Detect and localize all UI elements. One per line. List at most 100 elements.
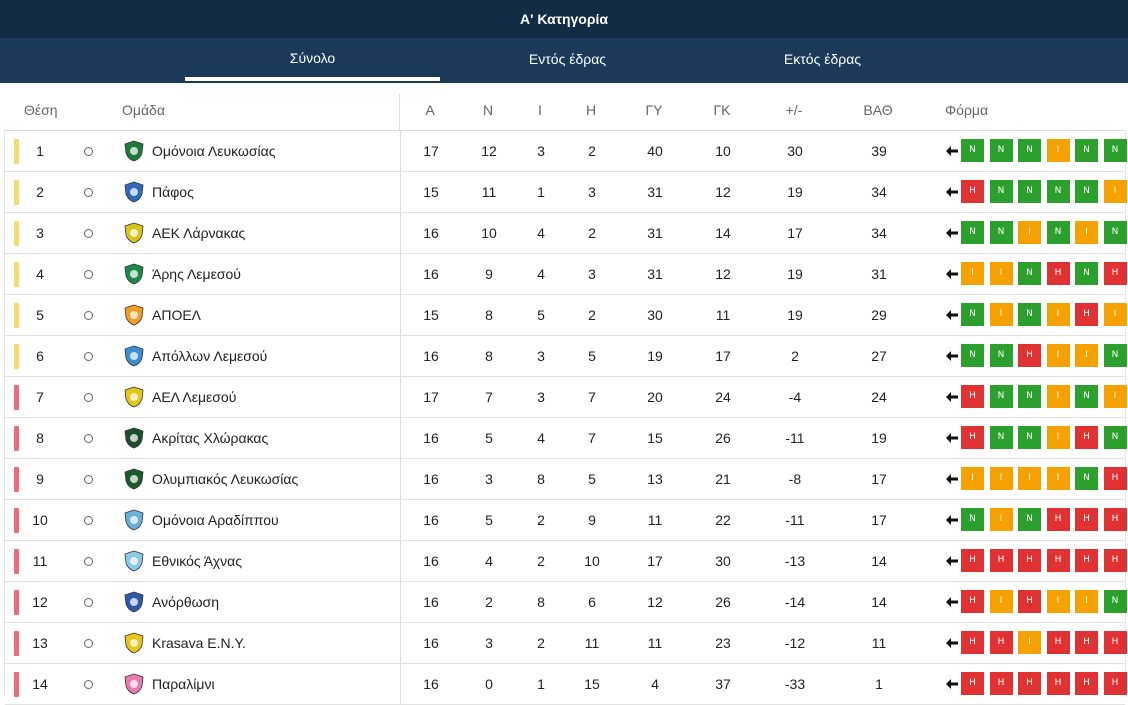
form-result-badge[interactable]: N: [1018, 303, 1041, 326]
form-result-badge[interactable]: H: [961, 549, 984, 572]
form-result-badge[interactable]: N: [1103, 590, 1127, 613]
form-result-badge[interactable]: N: [1103, 139, 1127, 162]
team-name-link[interactable]: Ακρίτας Χλώρακας: [152, 430, 269, 446]
table-row[interactable]: 11 Εθνικός Άχνας 16 4 2 10 17 30 -13 14 H H H H H H: [5, 541, 1127, 582]
form-result-badge[interactable]: H: [989, 631, 1013, 654]
form-result-badge[interactable]: H: [1075, 426, 1098, 449]
form-result-badge[interactable]: H: [1018, 590, 1041, 613]
table-row[interactable]: 5 ΑΠΟΕΛ 15 8 5 2 30 11 19 29 N I N I H I: [5, 295, 1127, 336]
form-result-badge[interactable]: N: [961, 221, 984, 244]
form-result-badge[interactable]: N: [1046, 180, 1070, 203]
form-result-badge[interactable]: N: [1075, 139, 1098, 162]
form-result-badge[interactable]: N: [1103, 221, 1127, 244]
form-result-badge[interactable]: H: [961, 631, 984, 654]
form-result-badge[interactable]: H: [989, 549, 1013, 572]
form-result-badge[interactable]: I: [961, 467, 984, 490]
form-result-badge[interactable]: N: [1018, 426, 1041, 449]
table-row[interactable]: 10 Ομόνοια Αραδίππου 16 5 2 9 11 22 -11 17 N I N H H H: [5, 500, 1127, 541]
form-result-badge[interactable]: N: [989, 139, 1013, 162]
form-result-badge[interactable]: H: [1075, 508, 1098, 531]
form-result-badge[interactable]: N: [989, 180, 1013, 203]
form-result-badge[interactable]: N: [989, 221, 1013, 244]
form-result-badge[interactable]: I: [1018, 221, 1041, 244]
form-result-badge[interactable]: H: [989, 672, 1013, 695]
form-result-badge[interactable]: I: [1046, 139, 1070, 162]
team-name-link[interactable]: Ολυμπιακός Λευκωσίας: [152, 471, 299, 487]
form-result-badge[interactable]: N: [1103, 426, 1127, 449]
form-result-badge[interactable]: H: [1046, 672, 1070, 695]
form-result-badge[interactable]: H: [1046, 549, 1070, 572]
form-result-badge[interactable]: H: [1103, 631, 1127, 654]
form-result-badge[interactable]: I: [1046, 467, 1070, 490]
team-name-link[interactable]: Άρης Λεμεσού: [152, 266, 241, 282]
form-result-badge[interactable]: H: [1075, 303, 1098, 326]
form-result-badge[interactable]: N: [1018, 180, 1041, 203]
team-name-link[interactable]: Απόλλων Λεμεσού: [152, 348, 268, 364]
form-result-badge[interactable]: N: [1075, 467, 1098, 490]
team-name-link[interactable]: Ομόνοια Λευκωσίας: [152, 143, 276, 159]
form-result-badge[interactable]: I: [989, 467, 1013, 490]
form-result-badge[interactable]: N: [1018, 139, 1041, 162]
form-result-badge[interactable]: I: [1046, 344, 1070, 367]
table-row[interactable]: 3 ΑΕΚ Λάρνακας 16 10 4 2 31 14 17 34 N N I N I N: [5, 213, 1127, 254]
team-name-link[interactable]: Krasava E.N.Y.: [152, 635, 246, 651]
form-result-badge[interactable]: I: [1046, 426, 1070, 449]
team-name-link[interactable]: Εθνικός Άχνας: [152, 553, 242, 569]
form-result-badge[interactable]: I: [989, 303, 1013, 326]
form-result-badge[interactable]: I: [1103, 180, 1127, 203]
form-result-badge[interactable]: N: [1075, 385, 1098, 408]
table-row[interactable]: 14 Παραλίμνι 16 0 1 15 4 37 -33 1 H H H H H H: [5, 664, 1127, 705]
team-name-link[interactable]: ΑΕΚ Λάρνακας: [152, 225, 246, 241]
form-result-badge[interactable]: I: [1075, 221, 1098, 244]
form-result-badge[interactable]: I: [1018, 467, 1041, 490]
form-result-badge[interactable]: N: [1075, 180, 1098, 203]
form-result-badge[interactable]: I: [1103, 385, 1127, 408]
form-result-badge[interactable]: H: [1103, 467, 1127, 490]
form-result-badge[interactable]: H: [1103, 672, 1127, 695]
form-result-badge[interactable]: N: [1018, 385, 1041, 408]
tab-home[interactable]: Εντός έδρας: [528, 51, 607, 67]
form-result-badge[interactable]: I: [1046, 303, 1070, 326]
form-result-badge[interactable]: N: [989, 426, 1013, 449]
form-result-badge[interactable]: N: [1075, 262, 1098, 285]
team-name-link[interactable]: ΑΠΟΕΛ: [152, 307, 202, 323]
form-result-badge[interactable]: H: [1046, 262, 1070, 285]
table-row[interactable]: 7 ΑΕΛ Λεμεσού 17 7 3 7 20 24 -4 24 H N N I N I: [5, 377, 1127, 418]
form-result-badge[interactable]: I: [989, 590, 1013, 613]
form-result-badge[interactable]: I: [1075, 344, 1098, 367]
form-result-badge[interactable]: H: [1046, 508, 1070, 531]
team-name-link[interactable]: Παραλίμνι: [152, 676, 215, 692]
form-result-badge[interactable]: H: [1103, 262, 1127, 285]
form-result-badge[interactable]: H: [1018, 549, 1041, 572]
form-result-badge[interactable]: I: [1103, 303, 1127, 326]
form-result-badge[interactable]: N: [989, 344, 1013, 367]
form-result-badge[interactable]: H: [1018, 672, 1041, 695]
team-name-link[interactable]: Ομόνοια Αραδίππου: [152, 512, 279, 528]
form-result-badge[interactable]: I: [989, 508, 1013, 531]
tab-away[interactable]: Εκτός έδρας: [783, 51, 862, 67]
form-result-badge[interactable]: I: [1075, 590, 1098, 613]
form-result-badge[interactable]: H: [1018, 344, 1041, 367]
form-result-badge[interactable]: H: [961, 426, 984, 449]
table-row[interactable]: 2 Πάφος 15 11 1 3 31 12 19 34 H N N N N I: [5, 172, 1127, 213]
form-result-badge[interactable]: H: [961, 180, 984, 203]
form-result-badge[interactable]: I: [1046, 590, 1070, 613]
team-name-link[interactable]: Πάφος: [152, 184, 194, 200]
form-result-badge[interactable]: N: [1103, 344, 1127, 367]
form-result-badge[interactable]: I: [1046, 385, 1070, 408]
form-result-badge[interactable]: H: [1075, 631, 1098, 654]
form-result-badge[interactable]: N: [1018, 262, 1041, 285]
table-row[interactable]: 9 Ολυμπιακός Λευκωσίας 16 3 8 5 13 21 -8 17 I I I I N H: [5, 459, 1127, 500]
form-result-badge[interactable]: I: [961, 262, 984, 285]
form-result-badge[interactable]: N: [1018, 508, 1041, 531]
form-result-badge[interactable]: N: [989, 385, 1013, 408]
table-row[interactable]: 4 Άρης Λεμεσού 16 9 4 3 31 12 19 31 I I N H N H: [5, 254, 1127, 295]
form-result-badge[interactable]: N: [1046, 221, 1070, 244]
form-result-badge[interactable]: H: [1075, 549, 1098, 572]
form-result-badge[interactable]: N: [961, 303, 984, 326]
form-result-badge[interactable]: N: [961, 508, 984, 531]
form-result-badge[interactable]: N: [961, 344, 984, 367]
form-result-badge[interactable]: H: [1103, 508, 1127, 531]
form-result-badge[interactable]: H: [961, 385, 984, 408]
team-name-link[interactable]: ΑΕΛ Λεμεσού: [152, 389, 237, 405]
